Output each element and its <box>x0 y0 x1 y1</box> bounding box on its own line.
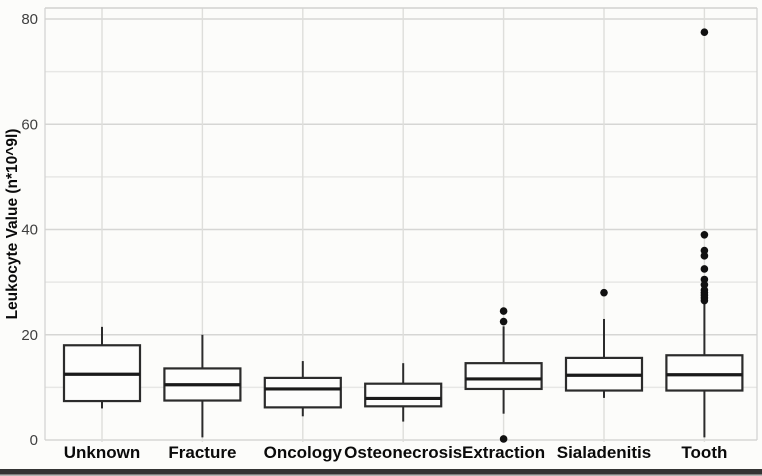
x-category-label: Extraction <box>462 443 545 462</box>
box-iqr <box>665 354 744 392</box>
x-category-label: Sialadenitis <box>557 443 651 462</box>
outlier-dot <box>700 252 709 260</box>
y-tick-label: 60 <box>21 116 38 133</box>
y-tick-label: 40 <box>21 222 38 239</box>
y-tick-label: 0 <box>30 432 38 449</box>
box-iqr <box>464 362 543 391</box>
x-category-label: Oncology <box>264 443 343 462</box>
outlier-dot <box>700 265 709 273</box>
outlier-dot <box>700 28 709 36</box>
outlier-dot <box>499 435 508 443</box>
outlier-dot <box>499 307 508 315</box>
x-category-label: Unknown <box>64 443 141 462</box>
outlier-dot <box>700 246 709 255</box>
outlier-dot <box>700 275 709 284</box>
y-axis-title: Leukocyte Value (n*10^9l) <box>4 129 21 320</box>
x-category-label: Osteonecrosis <box>344 443 462 462</box>
x-category-label: Tooth <box>681 443 727 462</box>
y-tick-label: 20 <box>21 327 38 344</box>
x-category-label: Fracture <box>168 443 236 462</box>
box-iqr <box>364 382 443 408</box>
outlier-dot <box>600 288 608 297</box>
outlier-dot <box>700 296 709 305</box>
outlier-dot <box>700 280 709 289</box>
box-iqr <box>263 376 342 409</box>
outlier-dot <box>700 230 709 239</box>
bottom-bar <box>0 469 762 475</box>
y-tick-label: 80 <box>21 11 38 28</box>
outlier-dot <box>499 317 508 326</box>
